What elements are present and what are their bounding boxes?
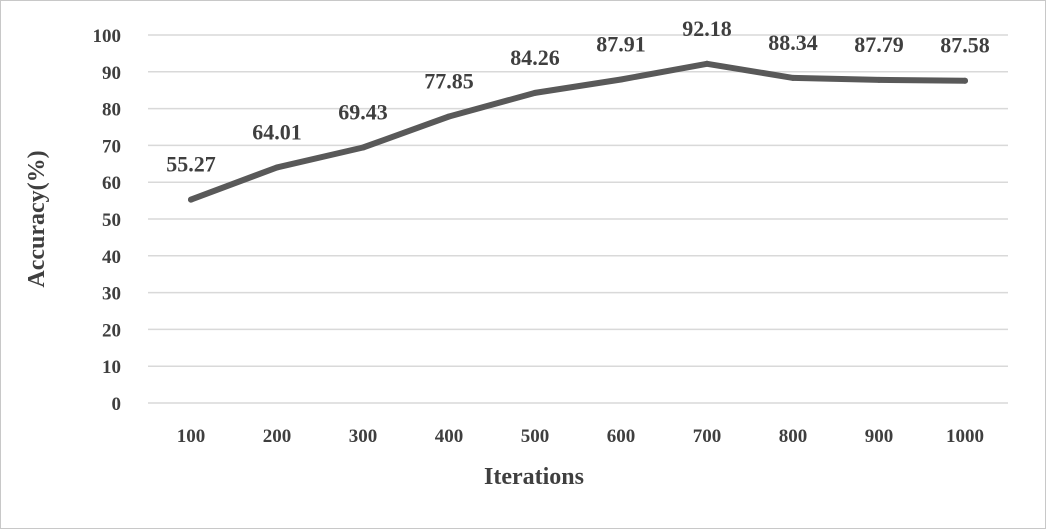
series-line-0 — [188, 60, 968, 203]
y-axis-title: Accuracy(%) — [24, 150, 50, 287]
data-point-9 — [962, 77, 968, 84]
data-point-6 — [704, 60, 710, 67]
y-tick-label-50: 50 — [102, 210, 121, 231]
data-point-4 — [532, 89, 538, 96]
y-tick-label-90: 90 — [102, 63, 121, 84]
y-tick-label-20: 20 — [102, 320, 121, 341]
data-point-1 — [274, 164, 280, 171]
data-point-8 — [876, 76, 882, 83]
x-tick-label-400: 400 — [435, 426, 464, 447]
y-tick-label-10: 10 — [102, 357, 121, 378]
data-labels: 55.27 64.01 69.43 77.85 84.26 87.91 92.18 88.34… — [166, 16, 990, 177]
data-label-7: 88.34 — [768, 30, 818, 55]
x-tick-label-500: 500 — [521, 426, 550, 447]
y-tick-label-80: 80 — [102, 100, 121, 121]
data-label-5: 87.91 — [596, 31, 646, 56]
x-tick-label-700: 700 — [693, 426, 722, 447]
data-label-2: 69.43 — [338, 99, 388, 124]
y-tick-label-40: 40 — [102, 247, 121, 268]
y-tick-label-100: 100 — [93, 26, 122, 47]
x-tick-label-600: 600 — [607, 426, 636, 447]
data-label-8: 87.79 — [854, 32, 904, 57]
series-group — [188, 60, 968, 203]
data-label-1: 64.01 — [252, 119, 302, 144]
y-tick-label-60: 60 — [102, 173, 121, 194]
y-tick-label-30: 30 — [102, 284, 121, 305]
y-tick-label-70: 70 — [102, 136, 121, 157]
x-tick-label-100: 100 — [177, 426, 206, 447]
data-label-6: 92.18 — [682, 16, 732, 41]
data-point-3 — [446, 113, 452, 120]
data-point-7 — [790, 74, 796, 81]
y-tick-label-0: 0 — [112, 394, 122, 415]
data-label-3: 77.85 — [424, 69, 474, 94]
data-label-0: 55.27 — [166, 152, 216, 177]
data-point-2 — [360, 144, 366, 151]
y-axis-ticks: 0 10 20 30 40 50 60 70 80 90 100 — [93, 26, 122, 415]
data-point-5 — [618, 76, 624, 83]
x-tick-label-900: 900 — [865, 426, 894, 447]
x-tick-label-1000: 1000 — [946, 426, 984, 447]
data-point-0 — [188, 196, 194, 203]
x-tick-label-200: 200 — [263, 426, 292, 447]
data-label-4: 84.26 — [510, 45, 560, 70]
x-tick-label-800: 800 — [779, 426, 808, 447]
x-axis-title: Iterations — [484, 464, 584, 490]
x-tick-label-300: 300 — [349, 426, 378, 447]
x-axis-ticks: 100 200 300 400 500 600 700 800 900 1000 — [177, 426, 984, 447]
data-label-9: 87.58 — [940, 33, 990, 58]
gridlines — [148, 34, 1008, 404]
